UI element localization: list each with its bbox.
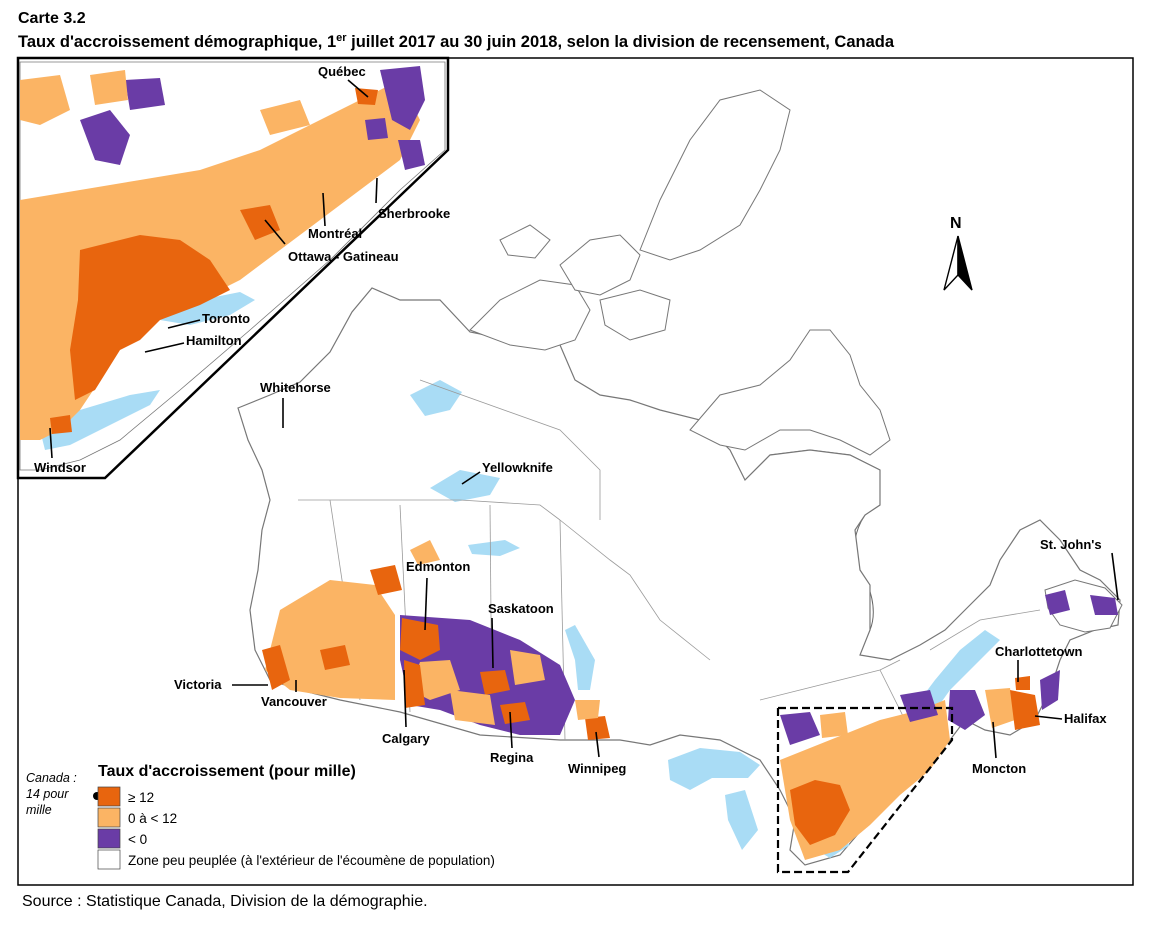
legend-swatch-sparse: [97, 849, 121, 870]
great-slave-lake: [430, 470, 500, 502]
great-bear-lake: [410, 380, 462, 416]
city-charlottetown: Charlottetown: [995, 644, 1082, 659]
city-regina: Regina: [490, 750, 534, 765]
lake-winnipeg: [565, 625, 595, 690]
city-labels-main: [232, 398, 1119, 759]
city-windsor: Windsor: [34, 460, 86, 475]
city-whitehorse: Whitehorse: [260, 380, 331, 395]
inset-lake-ontario: [160, 292, 255, 325]
city-halifax: Halifax: [1064, 711, 1107, 726]
map-title: Taux d'accroissement démographique, 1er …: [18, 32, 895, 51]
city-moncton: Moncton: [972, 761, 1026, 776]
ellesmere-island: [639, 89, 791, 261]
legend: Taux d'accroissement (pour mille) Canada…: [26, 763, 495, 870]
north-arrow-icon: N: [943, 215, 973, 291]
legend-label-mid: 0 à < 12: [128, 811, 177, 826]
map-number: Carte 3.2: [18, 10, 86, 27]
legend-swatch-low: [97, 828, 121, 849]
city-montreal: Montréal: [308, 226, 362, 241]
city-hamilton: Hamilton: [186, 333, 242, 348]
city-sherbrooke: Sherbrooke: [378, 206, 450, 221]
canada-note-line3: mille: [26, 803, 52, 817]
city-st-johns: St. John's: [1040, 537, 1102, 552]
city-labels-inset: [49, 79, 378, 459]
city-edmonton: Edmonton: [406, 559, 470, 574]
city-calgary: Calgary: [382, 731, 430, 746]
great-lakes: [668, 748, 885, 858]
city-winnipeg: Winnipeg: [568, 761, 626, 776]
victoria-island: [469, 279, 591, 351]
legend-label-low: < 0: [128, 832, 147, 847]
legend-label-sparse: Zone peu peuplée (à l'extérieur de l'éco…: [128, 853, 495, 868]
canada-note-line2: 14 pour: [26, 787, 69, 801]
city-victoria: Victoria: [174, 677, 222, 692]
province-boundaries: [298, 379, 1041, 741]
choropleth-west: [262, 540, 610, 740]
baffin-island: [689, 329, 891, 456]
lake-athabasca: [468, 540, 520, 556]
inset-choropleth: [20, 66, 425, 440]
legend-title: Taux d'accroissement (pour mille): [98, 763, 356, 780]
city-saskatoon: Saskatoon: [488, 601, 554, 616]
inset-map: Québec Sherbrooke Montréal Ottawa - Gati…: [16, 56, 450, 480]
legend-swatch-high: [97, 786, 121, 807]
city-ottawa-gatineau: Ottawa - Gatineau: [288, 249, 399, 264]
inset-locator-box: [776, 706, 954, 874]
city-toronto: Toronto: [202, 311, 250, 326]
source-note: Source : Statistique Canada, Division de…: [22, 893, 428, 910]
inset-lake-erie: [40, 390, 160, 450]
legend-label-high: ≥ 12: [128, 790, 154, 805]
choropleth-east: [780, 590, 1118, 860]
city-yellowknife: Yellowknife: [482, 460, 553, 475]
arctic-islands-mid: [499, 224, 671, 341]
city-quebec: Québec: [318, 64, 366, 79]
city-vancouver: Vancouver: [261, 694, 327, 709]
legend-swatch-mid: [97, 807, 121, 828]
svg-text:N: N: [950, 215, 962, 232]
canada-note-line1: Canada :: [26, 771, 77, 785]
main-map: Whitehorse Yellowknife Edmonton Saskatoo…: [174, 89, 1123, 874]
